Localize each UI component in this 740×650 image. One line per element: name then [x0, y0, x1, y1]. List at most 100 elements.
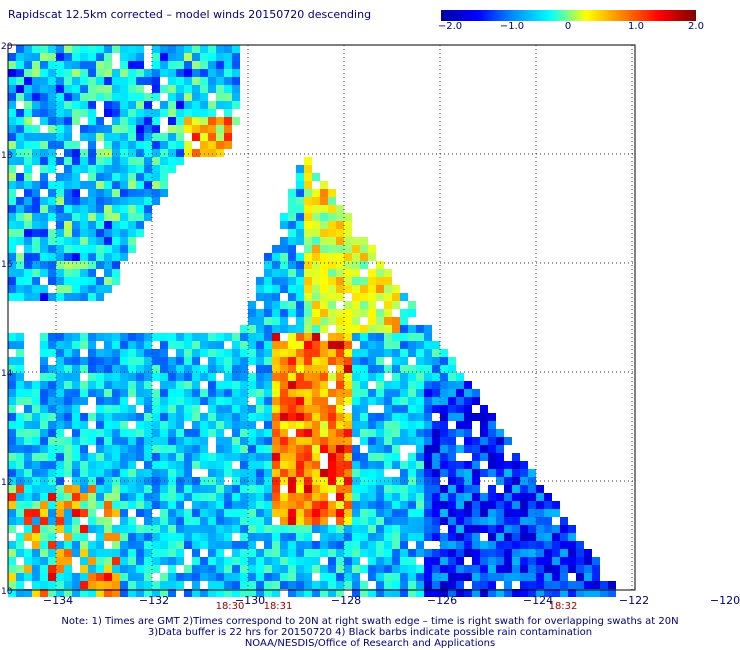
swath-cell: [280, 397, 288, 405]
swath-cell: [64, 589, 72, 597]
swath-cell: [416, 501, 424, 509]
swath-cell: [56, 429, 64, 437]
swath-cell: [296, 589, 304, 597]
swath-cell: [264, 285, 272, 293]
lon-label-124: −124: [523, 594, 553, 607]
swath-cell: [128, 237, 136, 245]
swath-cell: [248, 341, 256, 349]
swath-cell: [464, 525, 472, 533]
swath-cell: [320, 397, 328, 405]
swath-cell: [160, 189, 168, 197]
swath-cell: [480, 581, 488, 589]
swath-cell: [320, 237, 328, 245]
swath-cell: [456, 509, 464, 517]
swath-cell: [328, 197, 336, 205]
swath-cell: [40, 581, 48, 589]
swath-cell: [40, 141, 48, 149]
swath-cell: [160, 173, 168, 181]
swath-cell: [472, 533, 480, 541]
swath-cell: [320, 325, 328, 333]
swath-cell: [48, 581, 56, 589]
swath-cell: [320, 549, 328, 557]
swath-cell: [248, 445, 256, 453]
swath-cell: [224, 53, 232, 61]
swath-cell: [24, 125, 32, 133]
swath-cell: [80, 293, 88, 301]
swath-cell: [144, 453, 152, 461]
swath-cell: [488, 541, 496, 549]
swath-cell: [176, 141, 184, 149]
swath-cell: [248, 461, 256, 469]
swath-cell: [328, 349, 336, 357]
swath-cell: [160, 413, 168, 421]
swath-cell: [104, 253, 112, 261]
swath-cell: [312, 485, 320, 493]
swath-cell: [336, 517, 344, 525]
swath-cell: [80, 397, 88, 405]
swath-cell: [280, 277, 288, 285]
swath-cell: [304, 301, 312, 309]
swath-cell: [528, 557, 536, 565]
swath-cell: [456, 533, 464, 541]
swath-cell: [448, 557, 456, 565]
swath-cell: [160, 525, 168, 533]
swath-cell: [576, 589, 584, 597]
swath-cell: [8, 581, 16, 589]
swath-cell: [232, 501, 240, 509]
footnote-line-3: NOAA/NESDIS/Office of Research and Appli…: [244, 638, 496, 649]
swath-cell: [592, 581, 600, 589]
swath-cell: [376, 485, 384, 493]
swath-cell: [424, 341, 432, 349]
swath-cell: [176, 341, 184, 349]
swath-cell: [64, 277, 72, 285]
swath-cell: [304, 309, 312, 317]
swath-cell: [336, 333, 344, 341]
swath-cell: [88, 237, 96, 245]
swath-cell: [96, 501, 104, 509]
swath-cell: [304, 277, 312, 285]
swath-cell: [440, 349, 448, 357]
swath-cell: [224, 469, 232, 477]
swath-cell: [384, 349, 392, 357]
swath-cell: [136, 117, 144, 125]
swath-cell: [432, 589, 440, 597]
swath-cell: [8, 125, 16, 133]
swath-cell: [88, 45, 96, 53]
swath-cell: [400, 589, 408, 597]
swath-cell: [72, 493, 80, 501]
swath-cell: [64, 437, 72, 445]
swath-cell: [424, 485, 432, 493]
swath-cell: [80, 333, 88, 341]
swath-cell: [104, 373, 112, 381]
swath-cell: [16, 549, 24, 557]
swath-cell: [464, 485, 472, 493]
swath-cell: [88, 117, 96, 125]
swath-cell: [360, 389, 368, 397]
swath-cell: [160, 373, 168, 381]
swath-cell: [320, 317, 328, 325]
swath-cell: [312, 589, 320, 597]
swath-cell: [184, 45, 192, 53]
swath-cell: [120, 461, 128, 469]
swath-cell: [40, 333, 48, 341]
swath-cell: [288, 533, 296, 541]
swath-cell: [272, 549, 280, 557]
swath-cell: [392, 357, 400, 365]
swath-cell: [16, 253, 24, 261]
swath-cell: [296, 405, 304, 413]
swath-cell: [112, 181, 120, 189]
swath-cell: [328, 245, 336, 253]
swath-cell: [88, 341, 96, 349]
swath-cell: [112, 549, 120, 557]
swath-cell: [344, 365, 352, 373]
swath-cell: [112, 261, 120, 269]
swath-cell: [280, 469, 288, 477]
swath-cell: [152, 165, 160, 173]
swath-cell: [64, 333, 72, 341]
swath-cell: [16, 365, 24, 373]
swath-cell: [64, 581, 72, 589]
swath-cell: [368, 301, 376, 309]
swath-cell: [568, 557, 576, 565]
swath-cell: [8, 181, 16, 189]
